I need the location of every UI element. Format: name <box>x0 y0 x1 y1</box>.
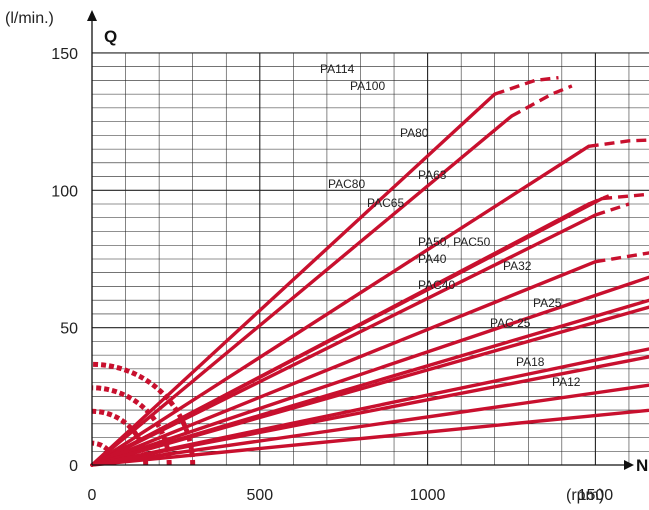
y-tick-label: 0 <box>69 458 78 475</box>
series-line-extension <box>510 84 573 118</box>
series-lines <box>90 75 649 467</box>
series-line <box>90 114 514 467</box>
series-line-extension <box>594 202 630 217</box>
series-line-extension <box>588 194 610 206</box>
startup-arc <box>91 385 172 466</box>
grid <box>92 52 649 465</box>
series-line <box>90 202 591 467</box>
series-line <box>90 260 598 467</box>
x-tick-label: 0 <box>88 487 97 504</box>
x-tick-label: 500 <box>246 487 273 504</box>
series-label: PA63 <box>418 168 447 182</box>
series-label: PA114 <box>320 62 355 76</box>
x-axis-arrow <box>624 460 634 470</box>
x-tick-label: 1500 <box>578 487 614 504</box>
series-label: PA32 <box>503 259 532 273</box>
series-label: PA100 <box>350 79 385 93</box>
series-label: PA18 <box>516 355 545 369</box>
series-label: PA12 <box>552 375 581 389</box>
series-line <box>90 144 591 467</box>
series-label: PA80 <box>400 126 429 140</box>
series-label: PA25 <box>533 296 562 310</box>
tick-labels: 05001000150020002500050100150 <box>51 46 614 504</box>
y-unit-label: (l/min.) <box>5 10 54 27</box>
series-line <box>90 213 598 467</box>
series-label: PAC65 <box>367 196 404 210</box>
series-label: PA40 <box>418 252 447 266</box>
x-unit-label: (rpm) <box>566 487 604 504</box>
series-line <box>90 383 649 467</box>
series-line <box>90 92 497 467</box>
x-tick-label: 1000 <box>410 487 446 504</box>
y-tick-label: 150 <box>51 46 78 63</box>
y-axis-title: Q <box>104 27 117 46</box>
series-line <box>90 305 649 467</box>
series-label: PAC80 <box>328 177 365 191</box>
x-axis-title: N <box>636 456 648 475</box>
series-label: PA50, PAC50 <box>418 235 491 249</box>
series-line-extension <box>588 138 649 149</box>
series-label: PAC40 <box>418 278 455 292</box>
y-tick-label: 50 <box>60 321 78 338</box>
series-line-extension <box>601 192 649 201</box>
series-line <box>90 355 649 467</box>
y-tick-label: 100 <box>51 183 78 200</box>
series-line <box>90 347 649 467</box>
series-line <box>90 275 649 467</box>
axes <box>87 10 634 470</box>
series-label: PAC 25 <box>490 316 531 330</box>
series-line <box>90 408 649 467</box>
series-line-extension <box>595 251 649 264</box>
y-axis-arrow <box>87 10 97 21</box>
